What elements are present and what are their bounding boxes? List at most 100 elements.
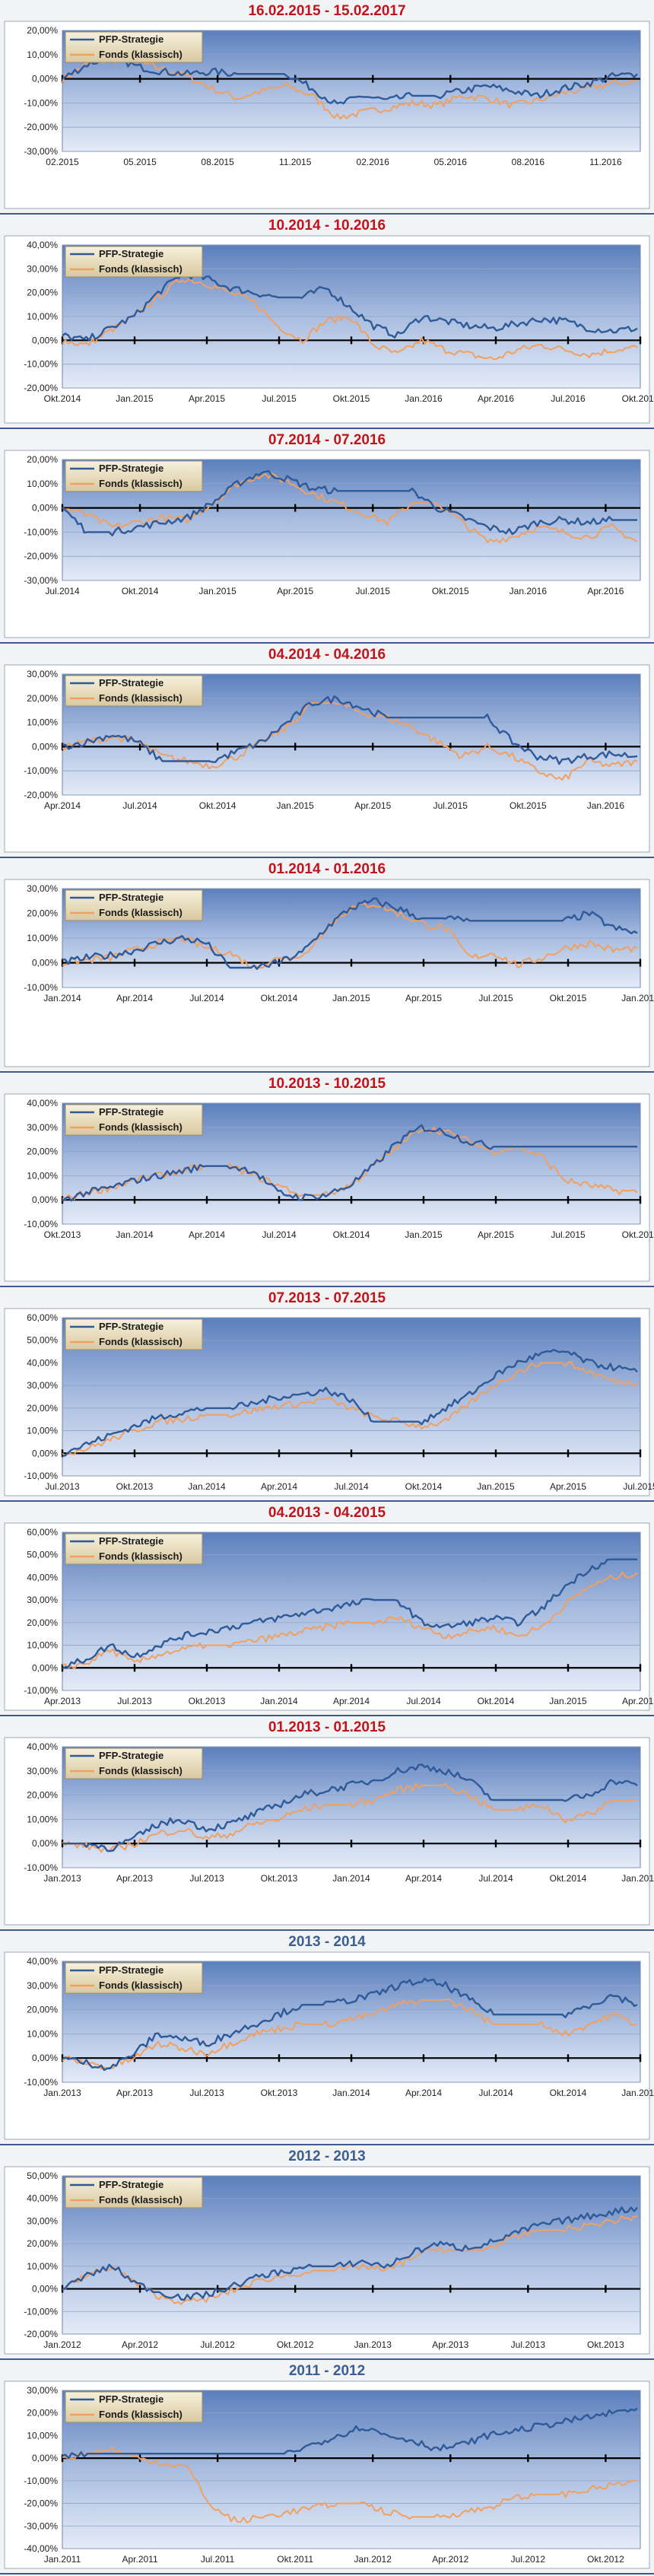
x-tick-label: Okt.2014 [199,800,237,811]
y-tick-label: -10,00% [24,1685,58,1696]
x-tick-label: Apr.2014 [189,1229,225,1240]
x-tick-label: Jul.2015 [262,393,297,404]
y-tick-label: 30,00% [27,1380,58,1391]
x-tick-label: Okt.2013 [44,1229,81,1240]
x-tick-label: 05.2016 [434,157,468,167]
y-tick-label: 10,00% [27,479,58,489]
legend-label-strategy: PFP-Strategie [99,1964,164,1976]
y-tick-label: 10,00% [27,2028,58,2039]
y-tick-label: -30,00% [24,575,58,586]
x-tick-label: Jul.2015 [478,993,513,1003]
legend-box [65,460,203,492]
series-line-fund [62,1361,638,1457]
y-tick-label: 10,00% [27,1814,58,1824]
x-tick-label: Apr.2014 [116,993,153,1003]
chart-svg: 2011 - 2012 30,00% 20,00% 10,00% 0,00% -10,00… [4,2363,650,2569]
legend-box [65,675,203,707]
y-tick-label: 30,00% [27,263,58,274]
legend-box [65,246,203,278]
panel-separator [0,2573,654,2574]
y-tick-label: -10,00% [24,2306,58,2317]
chart-svg: 2013 - 2014 40,00% 30,00% 20,00% 10,00% 0,00%… [4,1934,654,2140]
chart-panel: 16.02.2015 - 15.02.2017 20,00% 10,00% 0,00%… [0,0,654,215]
chart-svg: 10.2013 - 10.2015 40,00% 30,00% 20,00% 10,00… [4,1076,654,1282]
x-tick-label: Apr.2014 [405,1873,442,1884]
y-tick-label: -10,00% [24,97,58,108]
y-tick-label: 0,00% [32,1838,58,1849]
x-tick-label: Jan.2016 [510,586,548,596]
series-line-strategy [62,897,638,970]
y-tick-label: 30,00% [27,1122,58,1133]
chart-title: 01.2013 - 01.2015 [268,1719,386,1735]
x-tick-label: Apr.2016 [478,393,514,404]
chart-title: 04.2014 - 04.2016 [268,647,386,663]
x-tick-label: Okt.2012 [277,2339,314,2350]
legend-box [65,889,203,921]
y-tick-label: 20,00% [27,2005,58,2015]
chart-panel: 01.2013 - 01.2015 40,00% 30,00% 20,00% 10,00… [0,1716,654,1931]
x-tick-label: 08.2016 [512,157,545,167]
y-tick-label: 40,00% [27,1572,58,1582]
y-tick-label: 10,00% [27,1640,58,1651]
x-tick-label: Jan.2013 [354,2339,392,2350]
x-tick-label: Okt.2015 [510,800,547,811]
x-tick-label: Jan.2015 [621,1873,654,1884]
chart-title: 10.2014 - 10.2016 [268,218,386,234]
chart-svg: 2012 - 2013 50,00% 40,00% 30,00% 20,00% 10,00… [4,2148,650,2355]
x-tick-label: Okt.2015 [622,1229,654,1240]
y-tick-label: 40,00% [27,2193,58,2204]
y-tick-label: 20,00% [27,2408,58,2419]
y-tick-label: -10,00% [24,526,58,537]
y-tick-label: -20,00% [24,2329,58,2339]
legend-label-strategy: PFP-Strategie [99,892,164,903]
series-line-fund [62,1571,638,1670]
y-tick-label: 10,00% [27,1426,58,1436]
series-line-strategy [62,695,638,765]
x-tick-label: 05.2015 [123,157,157,167]
x-tick-label: Okt.2013 [261,2088,298,2098]
series-line-fund [62,2215,638,2305]
y-tick-label: 40,00% [27,1956,58,1967]
series-line-fund [62,278,638,361]
legend-label-strategy: PFP-Strategie [99,2393,164,2405]
x-tick-label: Okt.2014 [122,586,159,596]
x-tick-label: Jul.2011 [201,2554,235,2565]
chart-panel: 10.2013 - 10.2015 40,00% 30,00% 20,00% 10,00… [0,1073,654,1287]
y-tick-label: 0,00% [32,1448,58,1458]
y-tick-label: 20,00% [27,1790,58,1801]
x-tick-label: Jan.2015 [332,993,370,1003]
y-tick-label: 20,00% [27,2238,58,2249]
legend-box [65,1533,203,1565]
x-tick-label: Okt.2013 [587,2339,624,2350]
series-line-fund [62,2446,638,2524]
legend-box [65,1318,203,1350]
x-tick-label: Jul.2014 [478,2088,513,2098]
y-tick-label: 0,00% [32,958,58,968]
x-tick-label: Jan.2011 [44,2554,81,2565]
x-tick-label: Jul.2014 [478,1873,513,1884]
y-tick-label: -20,00% [24,551,58,561]
y-tick-label: -20,00% [24,790,58,800]
x-tick-label: Jul.2014 [45,586,80,596]
x-tick-label: Jan.2014 [116,1229,154,1240]
x-tick-label: Jan.2015 [276,800,314,811]
y-tick-label: 0,00% [32,741,58,752]
chart-panel: 01.2014 - 01.2016 30,00% 20,00% 10,00% 0,00%… [0,858,654,1073]
legend-label-strategy: PFP-Strategie [99,248,164,259]
y-tick-label: 10,00% [27,1170,58,1181]
y-tick-label: -40,00% [24,2543,58,2554]
x-tick-label: Okt.2014 [261,993,298,1003]
x-tick-label: Jan.2015 [405,1229,443,1240]
chart-panel: 04.2013 - 04.2015 60,00% 50,00% 40,00% 30,00… [0,1502,654,1716]
x-tick-label: Jan.2012 [354,2554,392,2565]
x-tick-label: Apr.2015 [277,586,313,596]
y-tick-label: 50,00% [27,1550,58,1560]
x-tick-label: Okt.2015 [432,586,469,596]
y-tick-label: -20,00% [24,122,58,132]
panel-separator [0,1071,654,1073]
x-tick-label: Jul.2013 [45,1481,80,1492]
y-tick-label: 0,00% [32,1662,58,1673]
y-tick-label: 50,00% [27,1335,58,1346]
x-tick-label: Apr.2015 [478,1229,514,1240]
legend-label-fund: Fonds (klassisch) [99,692,183,704]
